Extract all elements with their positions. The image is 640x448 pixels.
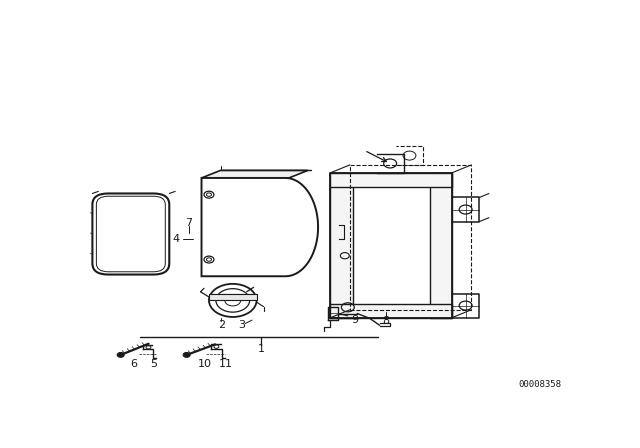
Text: 6: 6 — [130, 359, 137, 369]
Text: 00008358: 00008358 — [518, 380, 561, 389]
Polygon shape — [330, 173, 452, 186]
Text: 7: 7 — [186, 218, 193, 228]
Text: 8: 8 — [383, 316, 390, 326]
Text: 2: 2 — [218, 319, 225, 330]
Polygon shape — [202, 178, 318, 276]
FancyBboxPatch shape — [97, 196, 165, 272]
FancyBboxPatch shape — [92, 194, 169, 275]
Polygon shape — [209, 294, 257, 301]
Circle shape — [183, 353, 190, 358]
Polygon shape — [330, 304, 452, 318]
Text: 10: 10 — [198, 359, 212, 369]
Text: 9: 9 — [352, 315, 359, 325]
Text: 5: 5 — [150, 359, 157, 369]
Text: 11: 11 — [220, 359, 234, 369]
Polygon shape — [202, 170, 308, 178]
Text: 3: 3 — [237, 319, 244, 330]
Polygon shape — [330, 173, 353, 318]
Text: 1: 1 — [257, 345, 264, 354]
Text: 4: 4 — [172, 234, 179, 244]
Circle shape — [117, 353, 124, 358]
Polygon shape — [429, 173, 452, 318]
